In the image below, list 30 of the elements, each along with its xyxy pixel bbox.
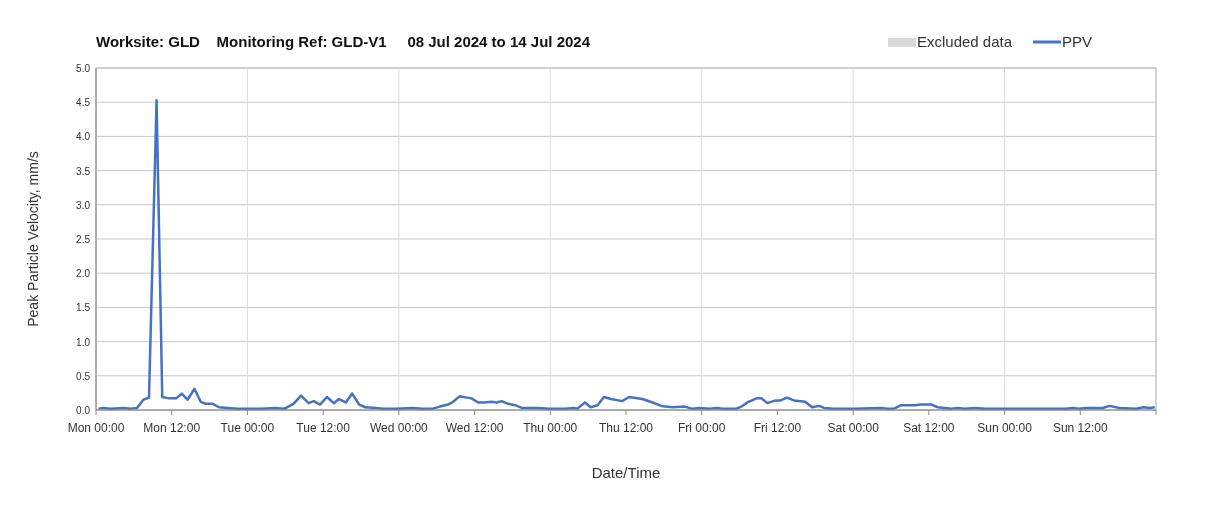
x-tick-label: Thu 12:00 xyxy=(598,421,654,435)
x-tick-label: Sun 12:00 xyxy=(1052,421,1108,435)
x-tick-label: Fri 12:00 xyxy=(753,421,802,435)
x-tick-label: Wed 12:00 xyxy=(445,421,504,435)
y-tick-label: 3.0 xyxy=(76,199,91,211)
x-tick-label: Fri 00:00 xyxy=(678,421,726,435)
y-tick-label: 4.5 xyxy=(76,97,91,109)
x-tick-label: Sat 00:00 xyxy=(827,421,880,435)
legend-label: Excluded data xyxy=(917,33,1013,50)
y-tick-label: 1.0 xyxy=(76,336,91,348)
x-tick-label: Tue 12:00 xyxy=(296,421,351,435)
x-tick-label: Tue 00:00 xyxy=(220,421,275,435)
y-tick-label: 4.0 xyxy=(76,131,91,143)
x-tick-label: Sat 12:00 xyxy=(903,421,955,435)
y-tick-label: 1.5 xyxy=(76,302,91,314)
x-tick-label: Wed 00:00 xyxy=(369,421,429,435)
x-tick-label: Mon 12:00 xyxy=(143,421,201,435)
chart-title: Worksite: GLD Monitoring Ref: GLD-V1 08 Jul 2024 to 14 Jul 2024 xyxy=(96,33,591,50)
y-axis-title: Peak Particle Velocity, mm/s xyxy=(25,151,41,327)
y-tick-label: 5.0 xyxy=(76,63,91,74)
y-tick-label: 0.5 xyxy=(76,370,91,382)
x-tick-label: Mon 00:00 xyxy=(67,421,125,435)
x-tick-label: Sun 00:00 xyxy=(977,421,1033,435)
x-tick-label: Thu 00:00 xyxy=(523,421,578,435)
legend-label: PPV xyxy=(1062,33,1093,50)
y-tick-label: 2.0 xyxy=(76,268,91,280)
x-axis-title: Date/Time xyxy=(591,464,661,481)
y-tick-label: 3.5 xyxy=(76,165,91,177)
y-tick-label: 2.5 xyxy=(76,234,91,245)
y-tick-label: 0.0 xyxy=(76,405,91,416)
